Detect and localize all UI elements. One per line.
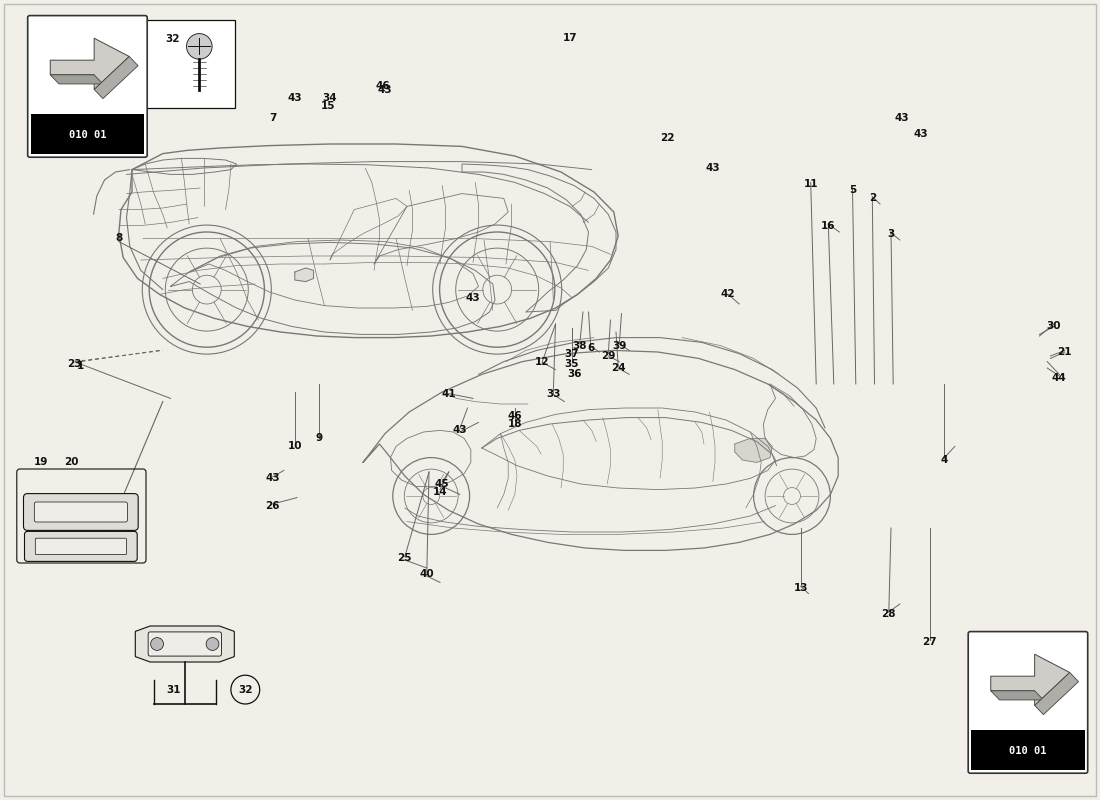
FancyBboxPatch shape — [23, 494, 139, 530]
FancyBboxPatch shape — [148, 632, 221, 656]
Text: 40: 40 — [419, 570, 435, 579]
Text: 8: 8 — [116, 234, 122, 243]
Text: 41: 41 — [441, 389, 456, 398]
Text: 21: 21 — [1057, 347, 1072, 357]
FancyBboxPatch shape — [145, 20, 235, 108]
Text: 43: 43 — [452, 426, 468, 435]
Text: 010 01: 010 01 — [1009, 746, 1047, 755]
Text: 46: 46 — [507, 411, 522, 421]
Text: 31: 31 — [166, 685, 182, 694]
Text: 23: 23 — [67, 359, 82, 369]
Text: 32: 32 — [238, 685, 253, 694]
Text: 45: 45 — [434, 479, 450, 489]
Text: 9: 9 — [316, 434, 322, 443]
Text: 42: 42 — [720, 290, 736, 299]
Text: 7: 7 — [270, 113, 276, 122]
Text: 6: 6 — [587, 343, 594, 353]
Text: 1: 1 — [77, 362, 84, 371]
Text: 34: 34 — [322, 93, 338, 102]
Polygon shape — [295, 268, 313, 282]
Text: 28: 28 — [881, 610, 896, 619]
Text: 20: 20 — [64, 458, 79, 467]
Text: 19: 19 — [33, 458, 48, 467]
Polygon shape — [95, 57, 138, 98]
Text: 37: 37 — [564, 350, 580, 359]
Text: 43: 43 — [377, 85, 393, 94]
Text: 43: 43 — [465, 293, 481, 302]
Text: 46: 46 — [375, 82, 390, 91]
Polygon shape — [991, 691, 1044, 700]
Text: 11: 11 — [803, 179, 818, 189]
Text: 27: 27 — [922, 637, 937, 646]
FancyBboxPatch shape — [24, 531, 138, 562]
Polygon shape — [51, 38, 130, 90]
Text: 24: 24 — [610, 363, 626, 373]
Text: 44: 44 — [1052, 373, 1067, 382]
Text: 2: 2 — [869, 194, 876, 203]
Text: 3: 3 — [888, 230, 894, 239]
Circle shape — [206, 638, 219, 650]
Text: 30: 30 — [1046, 322, 1062, 331]
Text: 35: 35 — [564, 359, 580, 369]
FancyBboxPatch shape — [31, 114, 144, 154]
Text: 43: 43 — [265, 474, 280, 483]
Text: 43: 43 — [705, 163, 720, 173]
Polygon shape — [135, 626, 234, 662]
Polygon shape — [991, 654, 1070, 706]
Text: 43: 43 — [913, 130, 928, 139]
Text: 010 01: 010 01 — [68, 130, 107, 139]
Polygon shape — [1035, 673, 1078, 714]
Circle shape — [151, 638, 164, 650]
Text: 10: 10 — [287, 442, 303, 451]
Text: 18: 18 — [507, 419, 522, 429]
Text: 33: 33 — [546, 389, 561, 398]
FancyBboxPatch shape — [968, 632, 1088, 773]
Text: 15: 15 — [320, 101, 336, 110]
Text: 13: 13 — [793, 583, 808, 593]
Text: 4: 4 — [940, 455, 947, 465]
Text: 43: 43 — [894, 114, 910, 123]
FancyBboxPatch shape — [28, 15, 147, 157]
Polygon shape — [735, 438, 772, 462]
Text: 36: 36 — [566, 370, 582, 379]
Text: 38: 38 — [572, 341, 587, 350]
Text: 5: 5 — [849, 186, 856, 195]
Text: 14: 14 — [432, 487, 448, 497]
FancyBboxPatch shape — [971, 730, 1085, 770]
Polygon shape — [51, 75, 103, 84]
FancyBboxPatch shape — [35, 538, 127, 554]
Text: 32: 32 — [165, 34, 179, 44]
Text: 12: 12 — [535, 357, 550, 366]
Circle shape — [187, 34, 212, 59]
Text: 22: 22 — [660, 133, 675, 142]
Text: 16: 16 — [821, 221, 836, 230]
Text: 25: 25 — [397, 554, 412, 563]
Text: 26: 26 — [265, 501, 280, 510]
Text: 39: 39 — [612, 341, 627, 350]
Text: 17: 17 — [562, 33, 578, 42]
Text: 43: 43 — [287, 93, 303, 102]
Text: 29: 29 — [601, 351, 616, 361]
FancyBboxPatch shape — [34, 502, 128, 522]
